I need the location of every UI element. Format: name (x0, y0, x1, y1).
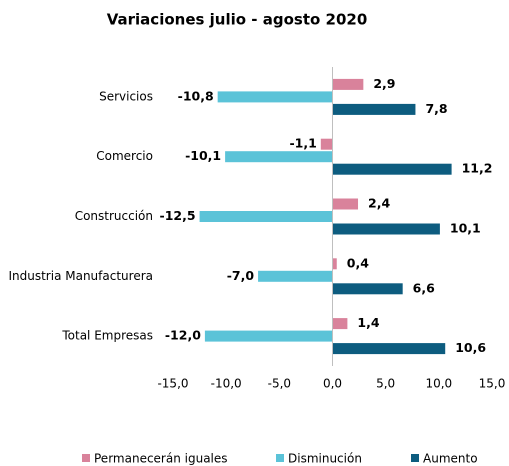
legend-swatch (276, 454, 284, 462)
value-label: -10,1 (185, 148, 221, 163)
value-label: 10,6 (455, 340, 486, 355)
bar (225, 151, 333, 163)
value-label: 10,1 (450, 221, 481, 236)
category-label: Total Empresas (61, 329, 153, 343)
value-label: 1,4 (357, 315, 379, 330)
bar (217, 91, 333, 103)
value-label: 6,6 (413, 280, 435, 295)
category-label: Construcción (75, 209, 153, 223)
bar (332, 78, 364, 90)
bar (332, 223, 440, 235)
bar (332, 258, 337, 270)
value-label: -12,0 (165, 328, 201, 343)
value-label: -12,5 (160, 208, 196, 223)
value-label: -10,8 (178, 88, 214, 103)
legend-label: Aumento (423, 452, 478, 466)
bar (332, 163, 452, 175)
x-tick-label: -15,0 (157, 377, 188, 391)
bar (332, 103, 416, 115)
bar (332, 318, 348, 330)
value-label: 2,9 (373, 76, 395, 91)
bar (258, 270, 333, 282)
value-label: 2,4 (368, 196, 390, 211)
legend-swatch (82, 454, 90, 462)
bar (332, 283, 403, 295)
x-tick-label: -10,0 (211, 377, 242, 391)
bar (204, 330, 333, 342)
bar (199, 211, 333, 222)
value-label: 7,8 (425, 101, 447, 116)
x-tick-label: 15,0 (479, 377, 506, 391)
chart-title: Variaciones julio - agosto 2020 (107, 11, 368, 29)
bar (332, 343, 446, 355)
x-tick-label: 5,0 (376, 377, 395, 391)
category-label: Servicios (99, 89, 153, 103)
bar (332, 198, 359, 210)
category-label: Comercio (96, 149, 153, 163)
legend-label: Permanecerán iguales (94, 452, 228, 466)
x-tick-label: 0,0 (323, 377, 342, 391)
legend-label: Disminución (288, 452, 362, 466)
x-tick-label: 10,0 (425, 377, 452, 391)
x-tick-label: -5,0 (268, 377, 291, 391)
value-label: 11,2 (462, 161, 493, 176)
value-label: 0,4 (347, 255, 369, 270)
legend-swatch (411, 454, 419, 462)
bar (320, 138, 333, 150)
category-label: Industria Manufacturera (8, 269, 153, 283)
value-label: -1,1 (289, 136, 316, 151)
value-label: -7,0 (227, 268, 255, 283)
